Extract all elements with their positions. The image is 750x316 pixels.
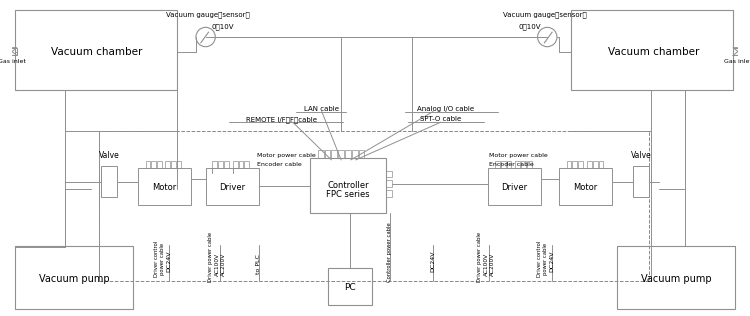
Bar — [578, 161, 583, 168]
Bar — [572, 161, 578, 168]
Bar — [232, 161, 238, 168]
Bar — [515, 161, 520, 168]
Text: Vacuum gauge（sensor）: Vacuum gauge（sensor） — [503, 11, 587, 18]
Text: Encoder cable: Encoder cable — [257, 162, 302, 167]
Text: FPC series: FPC series — [326, 190, 370, 199]
Text: Motor: Motor — [152, 183, 176, 191]
Bar — [244, 161, 249, 168]
Bar — [206, 168, 259, 205]
Text: Encoder cable: Encoder cable — [489, 162, 534, 167]
Text: Vacuum pump: Vacuum pump — [39, 274, 110, 284]
Bar — [99, 131, 649, 281]
Bar — [218, 161, 223, 168]
Text: Valve: Valve — [98, 151, 119, 160]
Bar — [386, 190, 392, 197]
Bar — [15, 10, 176, 90]
Bar — [572, 10, 733, 90]
Text: Valve: Valve — [631, 151, 652, 160]
Text: DC24V: DC24V — [166, 251, 171, 272]
Bar — [733, 48, 742, 55]
Text: 0～10V: 0～10V — [518, 23, 541, 30]
Text: SPT-O cable: SPT-O cable — [420, 116, 461, 122]
Text: Driver power cable: Driver power cable — [208, 232, 213, 282]
Text: PC: PC — [344, 283, 355, 292]
Text: Driver control
power cable: Driver control power cable — [154, 240, 164, 277]
Bar — [501, 161, 506, 168]
Bar — [352, 150, 358, 158]
Text: Driver control
power cable: Driver control power cable — [537, 240, 548, 277]
Bar — [559, 168, 612, 205]
Bar — [15, 246, 133, 309]
Text: Vacuum gauge（sensor）: Vacuum gauge（sensor） — [166, 11, 250, 18]
Bar — [165, 161, 170, 168]
Bar — [617, 246, 735, 309]
Text: Motor power cable: Motor power cable — [257, 153, 316, 158]
Bar — [325, 150, 331, 158]
Text: AC100V
AC200V: AC100V AC200V — [484, 253, 494, 276]
Text: Controller power cable: Controller power cable — [387, 222, 392, 282]
Bar — [138, 168, 191, 205]
Bar — [507, 161, 512, 168]
Bar — [101, 166, 116, 197]
Bar — [318, 150, 324, 158]
Bar — [488, 168, 542, 205]
Text: Driver: Driver — [501, 183, 527, 191]
Bar — [521, 161, 526, 168]
Bar — [332, 150, 338, 158]
Text: Gas inlet: Gas inlet — [724, 59, 750, 64]
Bar — [146, 161, 151, 168]
Bar — [212, 161, 217, 168]
Bar — [176, 161, 182, 168]
Bar — [328, 268, 372, 305]
Bar — [310, 158, 386, 213]
Text: Vacuum pump: Vacuum pump — [640, 274, 711, 284]
Bar — [224, 161, 229, 168]
Text: Analog I/O cable: Analog I/O cable — [417, 106, 474, 112]
Bar — [527, 161, 532, 168]
Text: LAN cable: LAN cable — [304, 106, 339, 112]
Bar — [238, 161, 243, 168]
Bar — [386, 180, 392, 187]
Text: Motor power cable: Motor power cable — [489, 153, 548, 158]
Text: Gas inlet: Gas inlet — [0, 59, 26, 64]
Bar — [358, 150, 364, 158]
Bar — [598, 161, 604, 168]
Text: 0～10V: 0～10V — [211, 23, 234, 30]
Bar — [592, 161, 598, 168]
Bar — [587, 161, 592, 168]
Bar — [152, 161, 156, 168]
Bar — [8, 48, 17, 55]
Bar — [495, 161, 500, 168]
Text: Driver: Driver — [219, 183, 245, 191]
Bar — [338, 150, 344, 158]
Bar — [345, 150, 351, 158]
Text: REMOTE I/F（F）cable: REMOTE I/F（F）cable — [245, 116, 316, 123]
Text: DC24V: DC24V — [430, 251, 436, 272]
Bar — [634, 166, 649, 197]
Text: Driver power cable: Driver power cable — [477, 232, 482, 282]
Text: Controller: Controller — [327, 181, 369, 190]
Text: DC24V: DC24V — [550, 251, 554, 272]
Bar — [158, 161, 162, 168]
Text: AC100V
AC200V: AC100V AC200V — [214, 253, 226, 276]
Text: Vacuum chamber: Vacuum chamber — [608, 46, 700, 57]
Text: Vacuum chamber: Vacuum chamber — [50, 46, 142, 57]
Text: Motor: Motor — [573, 183, 597, 191]
Bar — [386, 171, 392, 177]
Bar — [171, 161, 176, 168]
Text: to PLC: to PLC — [256, 254, 261, 274]
Bar — [567, 161, 572, 168]
